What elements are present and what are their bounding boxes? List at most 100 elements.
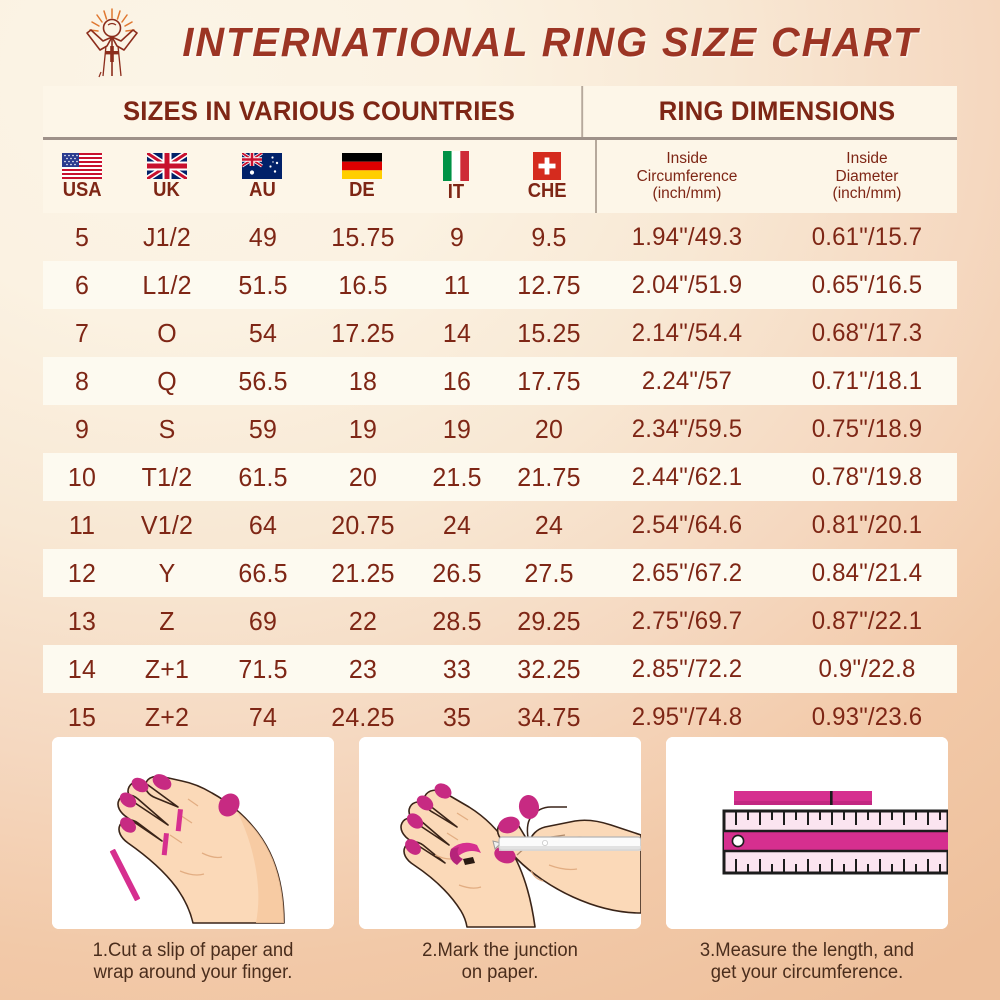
cell-au: 66.5	[238, 557, 288, 588]
header-divider	[43, 137, 957, 140]
cell-uk: Z	[159, 605, 175, 636]
cell-usa: 7	[74, 317, 90, 348]
country-code-usa: USA	[62, 179, 102, 201]
cell-usa: 13	[67, 605, 97, 636]
cell-it: 11	[443, 269, 471, 300]
flag-de-icon	[341, 153, 382, 179]
cell-it: 33	[442, 653, 472, 684]
country-code-au: AU	[248, 179, 276, 201]
cell-uk: Q	[157, 365, 177, 396]
circumference-line2: Circumference	[636, 167, 738, 185]
cell-au: 49	[248, 221, 278, 252]
table-row: 6 L1/2 51.5 16.5 11 12.75 2.04"/51.9 0.65"/16.5	[43, 261, 957, 309]
table-row: 5 J1/2 49 15.75 9 9.5 1.94"/49.3 0.61"/15.7	[43, 213, 957, 261]
cell-circ: 2.85"/72.2	[631, 654, 743, 683]
cell-usa: 12	[67, 557, 97, 588]
cell-diam: 0.9"/22.8	[818, 654, 916, 683]
cell-au: 69	[248, 605, 278, 636]
cell-de: 20	[348, 461, 378, 492]
dimension-columns-group: Inside Circumference (inch/mm) Inside Di…	[597, 140, 957, 213]
cell-che: 34.75	[517, 701, 581, 732]
country-code-che: CHE	[527, 180, 567, 202]
cell-usa: 11	[68, 509, 96, 540]
cell-au: 64	[248, 509, 278, 540]
column-header-diameter: Inside Diameter (inch/mm)	[777, 140, 957, 213]
circumference-line3: (inch/mm)	[652, 185, 722, 203]
jesus-cross-logo	[79, 6, 145, 80]
cell-de: 15.75	[331, 221, 395, 252]
cell-de: 20.75	[331, 509, 395, 540]
cell-uk: Y	[158, 557, 176, 588]
cell-usa: 10	[67, 461, 97, 492]
cell-che: 20	[534, 413, 564, 444]
instruction-step-3: 3.Measure the length, and get your circu…	[666, 737, 948, 983]
cell-au: 71.5	[238, 653, 288, 684]
column-header-de: DE	[312, 140, 412, 213]
cell-diam: 0.71"/18.1	[811, 366, 923, 395]
cell-circ: 2.65"/67.2	[631, 558, 743, 587]
cell-it: 26.5	[432, 557, 482, 588]
cell-circ: 1.94"/49.3	[631, 222, 743, 251]
cell-diam: 0.61"/15.7	[811, 222, 923, 251]
cell-uk: L1/2	[142, 269, 192, 300]
flag-uk-icon	[146, 153, 187, 179]
hand-with-paper-strip-illustration	[52, 737, 334, 929]
cell-diam: 0.75"/18.9	[811, 414, 923, 443]
country-code-uk: UK	[153, 179, 180, 201]
cell-che: 32.25	[517, 653, 581, 684]
cell-it: 14	[442, 317, 472, 348]
cell-diam: 0.81"/20.1	[811, 510, 923, 539]
cell-che: 27.5	[524, 557, 574, 588]
cell-uk: Z+1	[144, 653, 190, 684]
cell-uk: V1/2	[140, 509, 194, 540]
flag-it-icon	[442, 151, 469, 181]
cell-au: 54	[248, 317, 278, 348]
table-group-header-row: SIZES IN VARIOUS COUNTRIES RING DIMENSIO…	[43, 86, 957, 137]
cell-au: 74	[248, 701, 278, 732]
flag-usa-icon	[61, 153, 102, 179]
cell-de: 24.25	[331, 701, 395, 732]
table-row: 12 Y 66.5 21.25 26.5 27.5 2.65"/67.2 0.84"/21.4	[43, 549, 957, 597]
cell-che: 21.75	[517, 461, 581, 492]
cell-uk: T1/2	[141, 461, 193, 492]
cell-de: 17.25	[331, 317, 395, 348]
page-header: INTERNATIONAL RING SIZE CHART	[0, 0, 1000, 85]
cell-de: 16.5	[338, 269, 388, 300]
cell-it: 16	[442, 365, 472, 396]
cell-it: 9	[449, 221, 465, 252]
cell-che: 17.75	[517, 365, 581, 396]
column-header-it: IT	[412, 140, 500, 213]
cell-it: 28.5	[432, 605, 482, 636]
cell-usa: 14	[67, 653, 97, 684]
country-code-it: IT	[447, 181, 464, 203]
ruler-measuring-strip-illustration	[666, 737, 948, 929]
column-header-circumference: Inside Circumference (inch/mm)	[597, 140, 777, 213]
table-row: 14 Z+1 71.5 23 33 32.25 2.85"/72.2 0.9"/22.8	[43, 645, 957, 693]
ring-size-table: SIZES IN VARIOUS COUNTRIES RING DIMENSIO…	[43, 86, 957, 741]
cell-usa: 15	[67, 701, 97, 732]
instructions-section: 1.Cut a slip of paper and wrap around yo…	[52, 737, 948, 983]
cell-au: 56.5	[238, 365, 288, 396]
cell-circ: 2.24"/57	[641, 366, 733, 395]
cell-che: 24	[534, 509, 564, 540]
column-header-usa: USA	[43, 140, 121, 213]
cell-circ: 2.95"/74.8	[631, 702, 743, 731]
instruction-caption-3: 3.Measure the length, and get your circu…	[699, 940, 915, 983]
page-title: INTERNATIONAL RING SIZE CHART	[182, 19, 920, 65]
cell-uk: S	[158, 413, 176, 444]
cell-de: 22	[348, 605, 378, 636]
cell-au: 51.5	[238, 269, 288, 300]
table-row: 13 Z 69 22 28.5 29.25 2.75"/69.7 0.87"/22.1	[43, 597, 957, 645]
table-row: 9 S 59 19 19 20 2.34"/59.5 0.75"/18.9	[43, 405, 957, 453]
cell-au: 59	[248, 413, 278, 444]
circumference-line1: Inside	[666, 150, 708, 168]
table-row: 15 Z+2 74 24.25 35 34.75 2.95"/74.8 0.93"/23.6	[43, 693, 957, 741]
cell-uk: J1/2	[143, 221, 191, 252]
cell-che: 15.25	[517, 317, 581, 348]
cell-circ: 2.34"/59.5	[631, 414, 743, 443]
cell-usa: 6	[74, 269, 90, 300]
column-header-au: AU	[212, 140, 312, 213]
cell-uk: Z+2	[144, 701, 190, 732]
column-header-che: CHE	[499, 140, 595, 213]
cell-diam: 0.84"/21.4	[811, 558, 923, 587]
